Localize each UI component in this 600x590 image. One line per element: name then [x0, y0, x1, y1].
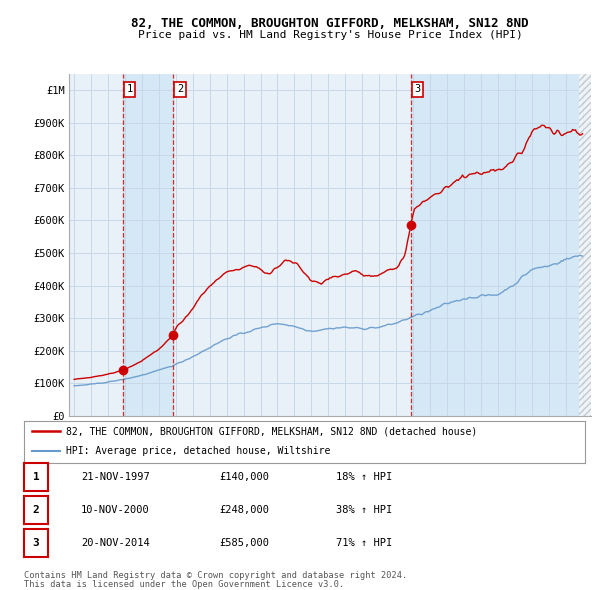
- Text: 82, THE COMMON, BROUGHTON GIFFORD, MELKSHAM, SN12 8ND (detached house): 82, THE COMMON, BROUGHTON GIFFORD, MELKS…: [66, 427, 478, 436]
- Text: £585,000: £585,000: [219, 538, 269, 548]
- Text: 38% ↑ HPI: 38% ↑ HPI: [336, 505, 392, 514]
- Text: This data is licensed under the Open Government Licence v3.0.: This data is licensed under the Open Gov…: [24, 579, 344, 589]
- Text: 18% ↑ HPI: 18% ↑ HPI: [336, 472, 392, 481]
- Bar: [123, 74, 173, 416]
- Text: Contains HM Land Registry data © Crown copyright and database right 2024.: Contains HM Land Registry data © Crown c…: [24, 571, 407, 581]
- Text: £248,000: £248,000: [219, 505, 269, 514]
- Text: HPI: Average price, detached house, Wiltshire: HPI: Average price, detached house, Wilt…: [66, 446, 331, 456]
- Text: 20-NOV-2014: 20-NOV-2014: [81, 538, 150, 548]
- Text: 21-NOV-1997: 21-NOV-1997: [81, 472, 150, 481]
- Text: 82, THE COMMON, BROUGHTON GIFFORD, MELKSHAM, SN12 8ND: 82, THE COMMON, BROUGHTON GIFFORD, MELKS…: [131, 17, 529, 30]
- Text: 1: 1: [32, 472, 40, 481]
- Bar: [411, 74, 591, 416]
- Text: Price paid vs. HM Land Registry's House Price Index (HPI): Price paid vs. HM Land Registry's House …: [137, 31, 523, 40]
- Text: 2: 2: [177, 84, 183, 94]
- Bar: [579, 74, 591, 416]
- Text: 3: 3: [415, 84, 421, 94]
- Text: 2: 2: [32, 505, 40, 514]
- Text: 3: 3: [32, 538, 40, 548]
- Text: 10-NOV-2000: 10-NOV-2000: [81, 505, 150, 514]
- Text: 1: 1: [127, 84, 133, 94]
- Text: 71% ↑ HPI: 71% ↑ HPI: [336, 538, 392, 548]
- Text: £140,000: £140,000: [219, 472, 269, 481]
